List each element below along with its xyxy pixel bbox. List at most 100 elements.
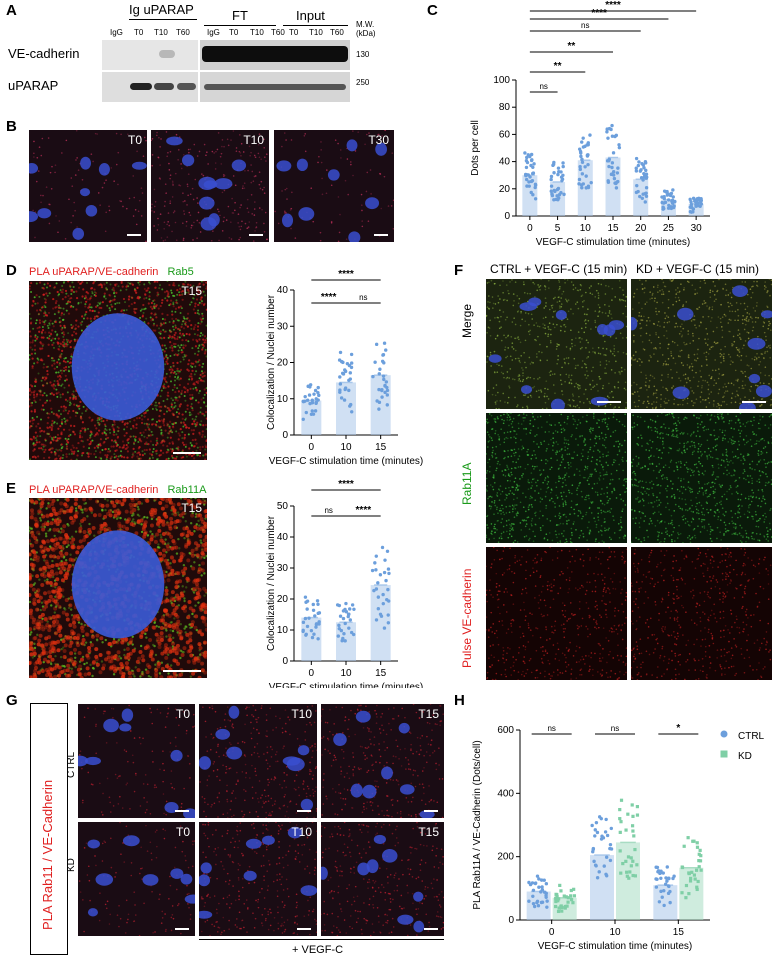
- data-point: [694, 868, 699, 872]
- data-point: [339, 396, 344, 400]
- data-point: [632, 834, 636, 838]
- data-point: [529, 179, 534, 184]
- data-point: [572, 894, 577, 898]
- data-point: [581, 136, 585, 140]
- data-point: [381, 374, 386, 378]
- data-point: [544, 895, 548, 899]
- micrograph-time-label: T15: [181, 284, 202, 298]
- data-point: [301, 417, 305, 421]
- data-point: [605, 159, 610, 163]
- blot-uparap-ft-input: [200, 72, 350, 102]
- data-point: [312, 392, 316, 396]
- data-point: [694, 200, 698, 204]
- data-point: [661, 205, 665, 209]
- blot-group-ip-line: [129, 19, 197, 20]
- data-point: [594, 820, 599, 825]
- significance-label: **: [568, 41, 576, 52]
- data-point: [371, 374, 375, 379]
- panel-label-f: F: [454, 262, 464, 279]
- data-point: [581, 145, 586, 149]
- data-point: [631, 873, 635, 878]
- data-point: [605, 833, 610, 838]
- data-point: [313, 388, 318, 393]
- data-point: [373, 360, 377, 364]
- data-point: [687, 892, 691, 896]
- data-point: [611, 170, 616, 174]
- scale-bar: [173, 452, 201, 454]
- y-tick-label: 200: [497, 852, 514, 863]
- data-point: [605, 127, 609, 131]
- data-point: [689, 205, 693, 209]
- data-point: [341, 372, 346, 376]
- significance-label: ****: [356, 505, 372, 516]
- data-point: [635, 183, 639, 188]
- data-point: [635, 863, 639, 867]
- panel-label-h: H: [454, 692, 465, 709]
- data-point: [557, 193, 562, 197]
- panel-f-col1: CTRL + VEGF-C (15 min): [490, 262, 628, 276]
- data-point: [591, 850, 595, 854]
- data-point: [639, 176, 644, 180]
- data-point: [337, 603, 342, 608]
- panel-g-side-box: [30, 703, 68, 955]
- data-point: [595, 830, 600, 835]
- data-point: [316, 385, 320, 390]
- significance-label: ns: [547, 724, 555, 733]
- data-point: [542, 878, 546, 882]
- scale-bar: [424, 928, 438, 930]
- data-point: [315, 599, 320, 603]
- blot-group-input-line: [283, 25, 348, 26]
- micrograph-b-t0: T0: [29, 130, 147, 242]
- micrograph-texture: [631, 547, 772, 680]
- data-point: [601, 836, 606, 840]
- data-point: [666, 884, 671, 888]
- data-point: [554, 904, 558, 909]
- blot-uparap-ip: [102, 72, 198, 102]
- data-point: [640, 162, 644, 166]
- data-point: [533, 881, 538, 885]
- data-point: [617, 143, 621, 147]
- data-point: [667, 876, 671, 881]
- data-point: [618, 849, 622, 853]
- significance-label: **: [554, 61, 562, 72]
- data-point: [572, 887, 576, 891]
- data-point: [556, 172, 560, 177]
- data-point: [536, 904, 541, 908]
- data-point: [305, 398, 310, 402]
- data-point: [695, 845, 700, 849]
- blot-ve-ft-input: [200, 40, 350, 70]
- data-point: [654, 885, 659, 889]
- data-point: [372, 588, 376, 593]
- micrograph-g-ctrl-t10: T10: [199, 704, 317, 818]
- data-point: [585, 143, 589, 147]
- micrograph-time-label: T15: [418, 707, 439, 721]
- data-point: [529, 163, 533, 168]
- data-point: [686, 836, 690, 840]
- panel-label-g: G: [6, 692, 18, 709]
- data-point: [383, 390, 387, 395]
- y-axis-label: Colocalization / Nuclei number: [266, 294, 277, 430]
- data-point: [338, 375, 342, 379]
- data-point: [577, 177, 582, 182]
- data-point: [376, 581, 380, 585]
- data-point: [533, 183, 538, 187]
- data-point: [344, 601, 348, 606]
- data-point: [642, 171, 646, 176]
- data-point: [562, 894, 566, 898]
- data-point: [524, 177, 529, 182]
- y-tick-label: 10: [277, 394, 289, 405]
- data-point: [345, 361, 350, 366]
- data-point: [317, 611, 322, 615]
- legend-label: CTRL: [738, 731, 765, 742]
- bar: [370, 585, 391, 661]
- data-point: [591, 846, 596, 851]
- panel-label-b: B: [6, 118, 17, 135]
- y-axis-label: Colocalization / Nuclei number: [266, 515, 277, 651]
- data-point: [312, 632, 316, 636]
- data-point: [531, 901, 536, 906]
- data-point: [579, 151, 583, 155]
- data-point: [696, 879, 700, 884]
- data-point: [532, 162, 536, 166]
- data-point: [595, 876, 600, 880]
- data-point: [301, 399, 306, 404]
